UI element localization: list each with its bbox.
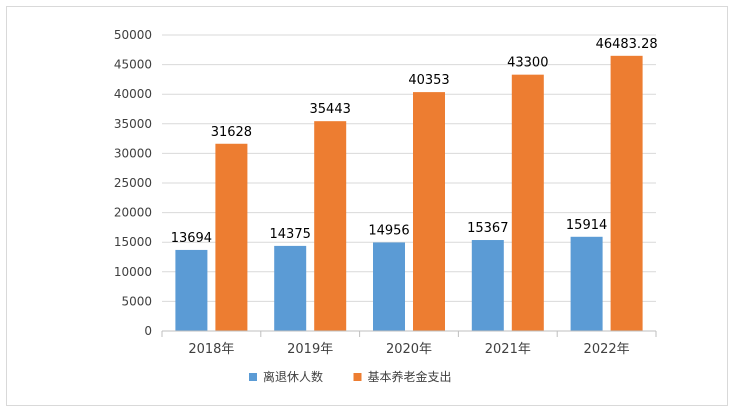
x-axis: 2018年 2019年 2020年 2021年 2022年 <box>161 330 657 357</box>
data-label: 46483.28 <box>596 37 658 52</box>
legend-label: 离退休人数 <box>263 369 323 384</box>
chart-frame <box>6 6 728 406</box>
y-tick-label: 10000 <box>114 265 152 279</box>
legend: 离退休人数 基本养老金支出 <box>249 369 452 384</box>
data-label: 40353 <box>408 73 449 88</box>
x-tick-label: 2020年 <box>386 342 432 357</box>
bar-pension <box>413 92 445 332</box>
bar-pension <box>511 74 544 331</box>
x-tick-label: 2019年 <box>287 342 333 357</box>
x-tick-label: 2021年 <box>485 342 531 357</box>
bar-retirees <box>175 249 208 331</box>
data-label: 15367 <box>467 221 508 236</box>
y-tick-label: 30000 <box>114 146 152 160</box>
bar-retirees <box>570 236 603 331</box>
y-axis-tick-labels: 0 5000 10000 15000 20000 25000 30000 35000 40000… <box>114 28 152 338</box>
data-label: 35443 <box>310 102 351 117</box>
y-tick-label: 15000 <box>114 235 152 249</box>
legend-swatch <box>353 373 362 381</box>
y-tick-label: 0 <box>144 324 152 338</box>
bar-pension <box>314 121 347 332</box>
y-tick-label: 50000 <box>114 28 152 42</box>
y-tick-label: 25000 <box>114 176 152 190</box>
bar-retirees <box>471 240 504 331</box>
data-label: 14956 <box>368 223 409 238</box>
bar-pension <box>610 55 643 332</box>
y-tick-label: 5000 <box>121 294 152 308</box>
x-tick-label: 2022年 <box>584 342 630 357</box>
bar-retirees <box>274 245 307 331</box>
y-tick-label: 20000 <box>114 206 152 220</box>
x-tick-label: 2018年 <box>188 342 234 357</box>
legend-swatch <box>249 373 257 381</box>
y-tick-label: 35000 <box>114 117 152 131</box>
bar-series <box>175 55 643 332</box>
bar-retirees <box>373 242 405 331</box>
bar-pension <box>215 143 248 331</box>
data-label: 13694 <box>171 231 212 246</box>
legend-label: 基本养老金支出 <box>368 369 452 384</box>
data-label: 31628 <box>211 125 252 140</box>
data-labels: 13694 31628 14375 35443 14956 40353 15367 43300… <box>171 37 658 246</box>
y-tick-label: 40000 <box>114 87 152 101</box>
data-label: 14375 <box>270 227 311 242</box>
y-tick-label: 45000 <box>114 58 152 72</box>
data-label: 15914 <box>566 218 607 233</box>
data-label: 43300 <box>507 56 548 71</box>
